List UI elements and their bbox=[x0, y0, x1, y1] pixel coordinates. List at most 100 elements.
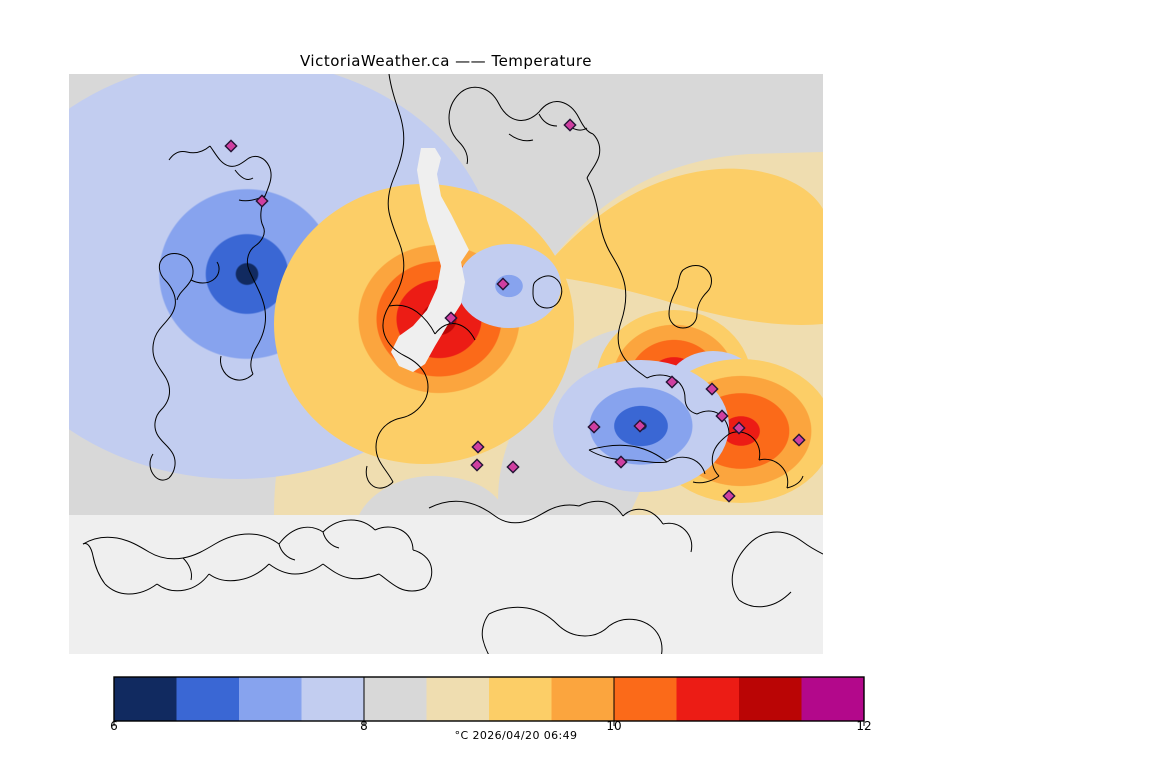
coast-sw-lobe bbox=[190, 261, 220, 284]
coast-north-bay3 bbox=[508, 133, 534, 142]
station-marker[interactable] bbox=[715, 409, 729, 423]
colorbar-segment bbox=[426, 677, 490, 721]
station-marker[interactable] bbox=[705, 382, 719, 396]
station-marker[interactable] bbox=[614, 455, 628, 469]
station-marker[interactable] bbox=[563, 118, 577, 132]
coast-lower-left-inner bbox=[182, 557, 192, 581]
station-marker[interactable] bbox=[470, 458, 484, 472]
colorbar-segments bbox=[114, 677, 865, 721]
coast-central-peninsula bbox=[375, 399, 426, 483]
colorbar-segment bbox=[176, 677, 240, 721]
coast-lower-right-ne bbox=[608, 618, 660, 637]
coast-north-east-edge bbox=[586, 133, 601, 179]
page-title: VictoriaWeather.ca —— Temperature bbox=[300, 52, 592, 70]
coast-lower-left-sw3 bbox=[104, 583, 158, 595]
coast-lower-left-ne bbox=[374, 526, 414, 551]
colorbar-segment bbox=[551, 677, 615, 721]
contour-field bbox=[69, 74, 823, 515]
coast-lower-left-west bbox=[82, 543, 106, 585]
colorbar-segment bbox=[239, 677, 302, 721]
station-marker[interactable] bbox=[792, 433, 806, 447]
coast-south-main3 bbox=[622, 508, 664, 525]
coast-far-right-south bbox=[731, 543, 750, 601]
station-marker[interactable] bbox=[722, 489, 736, 503]
contour-pool-inlet-cold bbox=[457, 244, 561, 328]
temperature-contour-map bbox=[69, 74, 823, 654]
coast-mainland-west bbox=[382, 74, 429, 401]
coast-east-bayline bbox=[711, 433, 730, 477]
colorbar-panel bbox=[113, 676, 869, 738]
coast-lower-right-east bbox=[658, 635, 663, 654]
station-markers bbox=[224, 118, 806, 503]
coast-lower-left-se bbox=[378, 573, 426, 592]
coast-lower-left-sw2 bbox=[156, 573, 210, 592]
coast-east-cape bbox=[646, 374, 698, 415]
coast-north-bay2 bbox=[538, 113, 558, 127]
coast-far-right-bay bbox=[738, 591, 792, 608]
coast-lower-left-inner3 bbox=[322, 531, 340, 549]
station-marker[interactable] bbox=[471, 440, 485, 454]
coast-lower-left-south2 bbox=[268, 563, 324, 575]
coast-lower-left-sw bbox=[208, 563, 270, 582]
coast-east-tip bbox=[758, 458, 789, 489]
coast-central-tip bbox=[365, 465, 394, 489]
coast-lower-left-inner2 bbox=[278, 543, 296, 561]
colorbar-segment bbox=[364, 677, 427, 721]
colorbar-tick-label: 12 bbox=[856, 719, 872, 733]
colorbar-segment bbox=[301, 677, 365, 721]
colorbar-ticks bbox=[113, 677, 865, 726]
coast-east-bay-south bbox=[692, 475, 720, 484]
colorbar-frame bbox=[113, 676, 865, 722]
station-marker[interactable] bbox=[506, 460, 520, 474]
coast-nw-north bbox=[168, 145, 211, 161]
coast-central-cape bbox=[388, 304, 436, 335]
colorbar-segment bbox=[676, 677, 740, 721]
station-marker[interactable] bbox=[732, 421, 746, 435]
coast-lower-left-north3 bbox=[322, 519, 376, 533]
coast-lower-left-north2 bbox=[278, 526, 324, 545]
colorbar-tick-label: 8 bbox=[360, 719, 368, 733]
station-marker[interactable] bbox=[444, 311, 458, 325]
coast-sandbar-inner bbox=[588, 449, 668, 464]
colorbar[interactable] bbox=[113, 676, 869, 738]
coast-nw-bay bbox=[234, 169, 254, 181]
coast-north-west-edge bbox=[448, 93, 468, 165]
coast-south-main2 bbox=[578, 500, 624, 517]
coast-lower-right-north bbox=[488, 606, 610, 637]
station-marker[interactable] bbox=[255, 194, 269, 208]
colorbar-segment bbox=[614, 677, 677, 721]
coast-east-headland bbox=[728, 431, 761, 461]
coast-sw-tip bbox=[149, 453, 170, 481]
coast-sandbar bbox=[588, 444, 668, 463]
coast-lower-left-south bbox=[322, 563, 380, 580]
colorbar-segment bbox=[489, 677, 552, 721]
coast-sw-chain bbox=[152, 253, 188, 479]
coast-south-main bbox=[428, 500, 580, 524]
coast-east-point bbox=[786, 475, 804, 489]
colorbar-tick-label: 10 bbox=[606, 719, 622, 733]
colorbar-segment bbox=[114, 677, 177, 721]
coast-sandbar-east bbox=[666, 456, 706, 475]
coast-central-bay bbox=[434, 323, 476, 341]
colorbar-caption: °C 2026/04/20 06:49 bbox=[454, 729, 578, 742]
coast-mid-island-a bbox=[532, 275, 563, 309]
coast-far-right bbox=[748, 531, 823, 555]
coast-mid-island-b bbox=[668, 265, 712, 329]
coast-east-mainland bbox=[586, 177, 648, 379]
station-marker[interactable] bbox=[224, 139, 238, 153]
coast-south-main4 bbox=[662, 522, 693, 553]
map-panel bbox=[69, 74, 823, 654]
contour-band-hot-north bbox=[539, 168, 823, 325]
coast-nw-main bbox=[209, 145, 272, 375]
station-marker[interactable] bbox=[496, 277, 510, 291]
colorbar-tick-label: 6 bbox=[110, 719, 118, 733]
station-marker[interactable] bbox=[587, 420, 601, 434]
station-marker[interactable] bbox=[633, 419, 647, 433]
coast-nw-south bbox=[220, 355, 254, 381]
station-marker[interactable] bbox=[665, 375, 679, 389]
below-data-land bbox=[69, 515, 823, 654]
coastlines bbox=[82, 74, 823, 654]
contour-band-neutral-south bbox=[359, 475, 507, 515]
coast-north-b bbox=[538, 101, 594, 135]
